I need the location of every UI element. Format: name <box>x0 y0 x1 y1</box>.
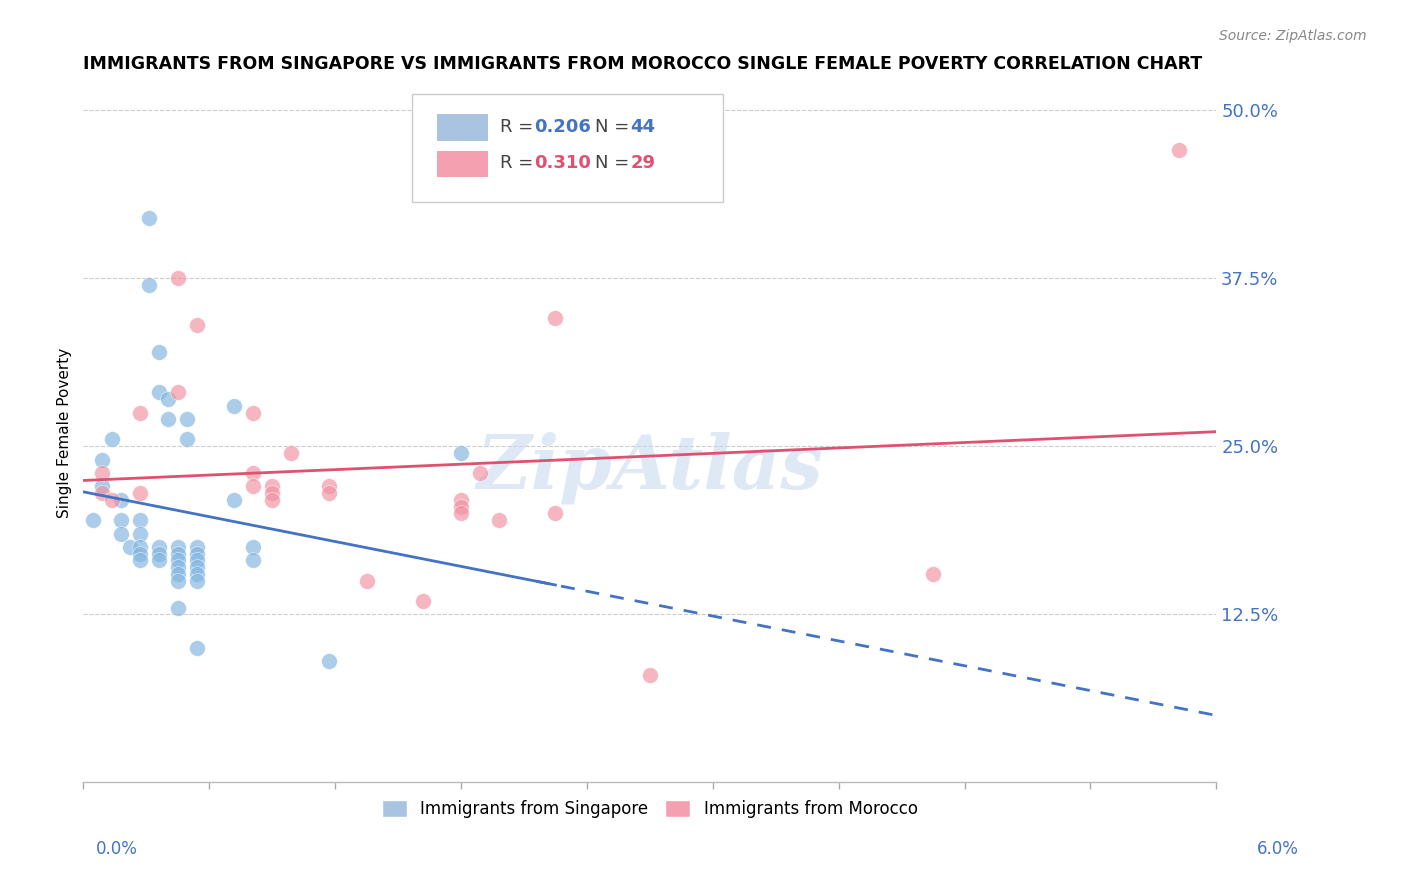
Point <box>166 385 188 400</box>
Point <box>129 513 152 527</box>
Point <box>242 405 264 419</box>
Point <box>176 412 198 426</box>
Point <box>242 466 264 480</box>
Text: 6.0%: 6.0% <box>1257 840 1299 858</box>
Point <box>129 405 152 419</box>
Point <box>138 211 160 225</box>
Point <box>129 553 152 567</box>
Point <box>262 486 284 500</box>
Point <box>148 540 170 554</box>
Point <box>186 540 208 554</box>
Point <box>356 574 378 588</box>
Text: 29: 29 <box>630 154 655 172</box>
Text: 0.310: 0.310 <box>534 154 591 172</box>
Point <box>166 547 188 561</box>
Point <box>224 399 246 413</box>
Point <box>488 513 510 527</box>
Text: 0.206: 0.206 <box>534 118 591 136</box>
FancyBboxPatch shape <box>437 114 488 141</box>
Text: ZipAtlas: ZipAtlas <box>477 432 823 504</box>
Point <box>922 566 945 581</box>
Point <box>148 345 170 359</box>
Point <box>450 446 472 460</box>
Y-axis label: Single Female Poverty: Single Female Poverty <box>58 348 72 518</box>
Point <box>186 566 208 581</box>
Legend: Immigrants from Singapore, Immigrants from Morocco: Immigrants from Singapore, Immigrants fr… <box>375 793 924 824</box>
Point <box>186 640 208 655</box>
Point <box>91 479 114 493</box>
Text: Source: ZipAtlas.com: Source: ZipAtlas.com <box>1219 29 1367 43</box>
Point <box>262 479 284 493</box>
Point <box>186 560 208 574</box>
Point <box>166 566 188 581</box>
Point <box>468 466 491 480</box>
Point <box>186 574 208 588</box>
Point <box>166 560 188 574</box>
Point <box>544 311 567 326</box>
Point <box>110 492 132 507</box>
Point <box>82 513 104 527</box>
Point <box>242 479 264 493</box>
Point <box>166 574 188 588</box>
Point <box>100 492 122 507</box>
Point <box>412 594 434 608</box>
Point <box>129 486 152 500</box>
Point <box>318 486 340 500</box>
Point <box>157 412 180 426</box>
Point <box>262 492 284 507</box>
Point <box>110 513 132 527</box>
Text: N =: N = <box>595 154 636 172</box>
Point <box>318 479 340 493</box>
Point <box>129 540 152 554</box>
Point <box>638 667 661 681</box>
Point <box>166 553 188 567</box>
Text: R =: R = <box>501 154 540 172</box>
Point <box>186 553 208 567</box>
Point <box>450 492 472 507</box>
Text: 44: 44 <box>630 118 655 136</box>
Text: R =: R = <box>501 118 540 136</box>
Text: 0.0%: 0.0% <box>96 840 138 858</box>
Point <box>186 547 208 561</box>
Point <box>148 547 170 561</box>
Point <box>242 540 264 554</box>
Point <box>450 507 472 521</box>
FancyBboxPatch shape <box>437 151 488 178</box>
Point <box>129 526 152 541</box>
Point <box>110 526 132 541</box>
Point <box>129 547 152 561</box>
Point <box>148 553 170 567</box>
Point <box>148 385 170 400</box>
Point <box>186 318 208 332</box>
Point <box>176 433 198 447</box>
Point <box>450 500 472 514</box>
Point <box>224 492 246 507</box>
FancyBboxPatch shape <box>412 94 724 202</box>
Text: IMMIGRANTS FROM SINGAPORE VS IMMIGRANTS FROM MOROCCO SINGLE FEMALE POVERTY CORRE: IMMIGRANTS FROM SINGAPORE VS IMMIGRANTS … <box>83 55 1202 73</box>
Point <box>157 392 180 406</box>
Point <box>100 433 122 447</box>
Point <box>166 271 188 285</box>
Point <box>1167 143 1189 157</box>
Point <box>91 466 114 480</box>
Point <box>318 654 340 668</box>
Point <box>166 600 188 615</box>
Point <box>120 540 142 554</box>
Point <box>242 553 264 567</box>
Point <box>138 277 160 292</box>
Point <box>166 540 188 554</box>
Point <box>280 446 302 460</box>
Point <box>91 486 114 500</box>
Text: N =: N = <box>595 118 636 136</box>
Point <box>91 452 114 467</box>
Point <box>544 507 567 521</box>
